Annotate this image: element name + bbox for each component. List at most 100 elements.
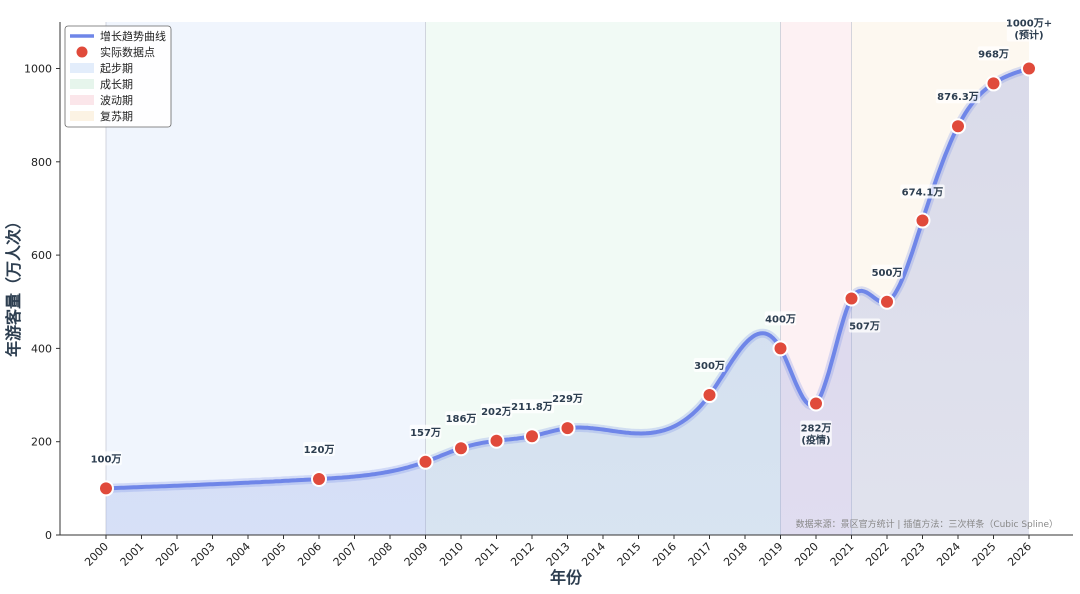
legend-phase-swatch-1 [70,79,94,89]
x-tick-label: 2023 [899,540,928,569]
data-label-bg [900,184,945,199]
data-label-group: 300万 [693,358,726,373]
x-tick-label: 2018 [721,540,750,569]
x-tick-label: 2006 [295,540,324,569]
x-tick-label: 2000 [82,540,111,569]
x-tick-label: 2001 [118,540,147,569]
data-label: 100万 [91,453,122,465]
area-under-curve [106,68,1029,535]
data-point [914,212,931,229]
data-label-group: 1000万+(预计) [1006,15,1052,42]
data-point [559,420,576,437]
x-tick-label: 2014 [579,540,608,569]
legend-phase-label-3: 复苏期 [100,109,133,123]
y-tick-label: 0 [45,529,52,542]
data-label-bg [445,411,477,426]
x-tick-label: 2021 [828,540,857,569]
legend: 增长趋势曲线 实际数据点 起步期 成长期 波动期 复苏期 [64,25,172,128]
data-label: 1000万+ [1006,18,1052,30]
x-ticks: 2000 2001 2002 2003 2004 2005 2006 2007 2008 2009… [82,535,1034,569]
data-label-bg [977,46,1010,61]
data-label-group: 876.3万 [935,89,981,104]
legend-point-swatch [76,46,88,58]
legend-phase-label-0: 起步期 [100,62,133,75]
data-label-group: 400万 [764,311,797,326]
legend-point-label: 实际数据点 [100,45,155,59]
x-tick-label: 2015 [615,540,644,569]
data-point [1021,60,1037,77]
data-point [985,75,1002,92]
data-label-group: 186万 [445,411,477,426]
data-label: 400万 [765,313,796,325]
legend-phase-swatch-2 [70,95,94,105]
data-label: 674.1万 [902,187,944,199]
x-tick-label: 2011 [473,540,502,569]
data-label: (预计) [1014,29,1043,42]
x-tick-label: 2008 [366,540,395,569]
data-point [772,340,789,357]
data-point [808,395,824,412]
data-label: 229万 [552,393,583,405]
legend-curve-label: 增长趋势曲线 [100,29,166,43]
y-axis-title: 年游客量（万人次） [4,213,23,357]
data-point [524,428,540,445]
data-label: 876.3万 [937,91,979,103]
data-label-bg [693,358,726,373]
y-ticks: 0 200 400 600 800 1000 [24,63,60,542]
y-tick-label: 1000 [24,63,52,76]
data-label: 186万 [446,413,477,425]
data-label-bg [1006,15,1052,42]
data-points [98,60,1037,497]
data-point [950,118,966,135]
data-label-bg [90,451,122,466]
x-tick-label: 2019 [757,540,786,569]
data-point [701,387,718,404]
y-tick-label: 800 [31,156,52,169]
x-tick-label: 2005 [260,540,289,569]
y-tick-label: 600 [31,249,52,262]
x-tick-label: 2022 [863,540,892,569]
data-label-bg [871,264,903,279]
x-tick-label: 2009 [402,540,431,569]
data-point [843,290,860,307]
data-label: 507万 [849,320,880,332]
data-label-bg [303,442,335,457]
data-label: 282万 [801,422,832,434]
data-label-bg [848,318,881,333]
data-label: 500万 [872,267,903,279]
data-label: (疫情) [801,433,830,446]
data-label-group: 968万 [977,46,1010,61]
legend-phase-label-2: 波动期 [100,94,133,107]
x-tick-label: 2012 [508,540,537,569]
y-tick-label: 200 [31,436,52,449]
x-tick-label: 2010 [437,540,466,569]
data-point [98,480,114,497]
x-tick-label: 2007 [331,540,360,569]
x-tick-label: 2003 [189,540,218,569]
legend-phase-swatch-3 [70,111,94,121]
axes [59,22,1073,536]
data-label-group: 507万 [848,318,881,333]
data-label: 202万 [481,406,512,418]
x-tick-label: 2026 [1005,540,1034,569]
data-label-bg [509,399,555,414]
x-axis-title: 年份 [550,568,583,587]
data-label: 157万 [410,427,441,439]
x-tick-label: 2025 [970,540,999,569]
data-point [417,453,434,470]
x-tick-label: 2020 [792,540,821,569]
x-tick-label: 2002 [153,540,182,569]
x-tick-label: 2016 [650,540,679,569]
data-label-bg [800,420,832,447]
data-label-bg [480,403,513,418]
data-label-group: 100万 [90,451,122,466]
data-label-bg [764,311,797,326]
data-label: 120万 [304,444,335,456]
area-fill [106,68,1029,535]
x-tick-label: 2017 [686,540,715,569]
x-tick-label: 2004 [224,540,253,569]
legend-phase-label-1: 成长期 [100,78,133,91]
data-label-group: 211.8万 [509,399,555,414]
